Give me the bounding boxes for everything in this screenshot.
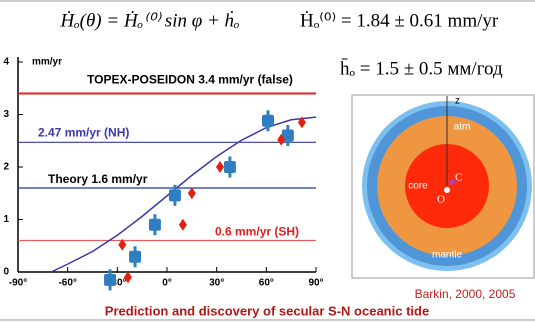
square-point [129, 251, 141, 263]
y-tick-label: 0 [3, 267, 9, 278]
x-tick-label: -60° [58, 278, 76, 289]
axis-label: z [455, 96, 460, 107]
square-point [262, 115, 274, 127]
atm-label: atm [454, 122, 471, 133]
c-label: C [455, 172, 462, 184]
diagram: z atm core C O mantle [352, 95, 534, 278]
curve [51, 117, 316, 272]
square-point [104, 274, 116, 286]
y-tick-label: 3 [3, 109, 9, 120]
x-tick-label: -90° [9, 278, 27, 289]
square-point [169, 189, 181, 201]
o-label: O [437, 194, 445, 206]
offset: h̄ₒ = 1.5 ± 0.5 мм/год [340, 58, 503, 79]
x-tick-label: 90° [308, 278, 323, 289]
square-point [224, 161, 236, 173]
diamond-point [216, 161, 224, 173]
reference-label: 2.47 mm/yr (NH) [38, 125, 129, 139]
slide: Ḣₒ(θ) = Ḣₒ⁽⁰⁾ sin φ + ḣₒ Ḣₒ⁽⁰⁾ = 1.84 ± … [0, 0, 535, 322]
mantle-label: mantle [432, 250, 462, 261]
formula: Ḣₒ(θ) = Ḣₒ⁽⁰⁾ sin φ + ḣₒ [60, 10, 240, 31]
reference-label: 0.6 mm/yr (SH) [215, 225, 299, 239]
x-tick-label: 60° [259, 278, 274, 289]
diamond-point [179, 219, 187, 231]
y-tick-label: 2 [3, 162, 9, 173]
amplitude: Ḣₒ⁽⁰⁾ = 1.84 ± 0.61 mm/yr [300, 10, 499, 31]
square-point [149, 219, 161, 231]
origin-dot [444, 187, 450, 193]
y-tick-label: 4 [3, 57, 9, 68]
caption: Prediction and discovery of secular S-N … [105, 303, 429, 318]
diamond-point [188, 187, 196, 199]
x-tick-label: 0° [162, 278, 172, 289]
y-tick-label: 1 [3, 214, 9, 225]
reference-label: TOPEX-POSEIDON 3.4 mm/yr (false) [87, 73, 293, 87]
citation: Barkin, 2000, 2005 [415, 287, 516, 301]
y-axis-label: mm/yr [32, 57, 62, 68]
reference-label: Theory 1.6 mm/yr [48, 172, 148, 186]
x-tick-label: 30° [209, 278, 224, 289]
core-label: core [408, 181, 428, 192]
